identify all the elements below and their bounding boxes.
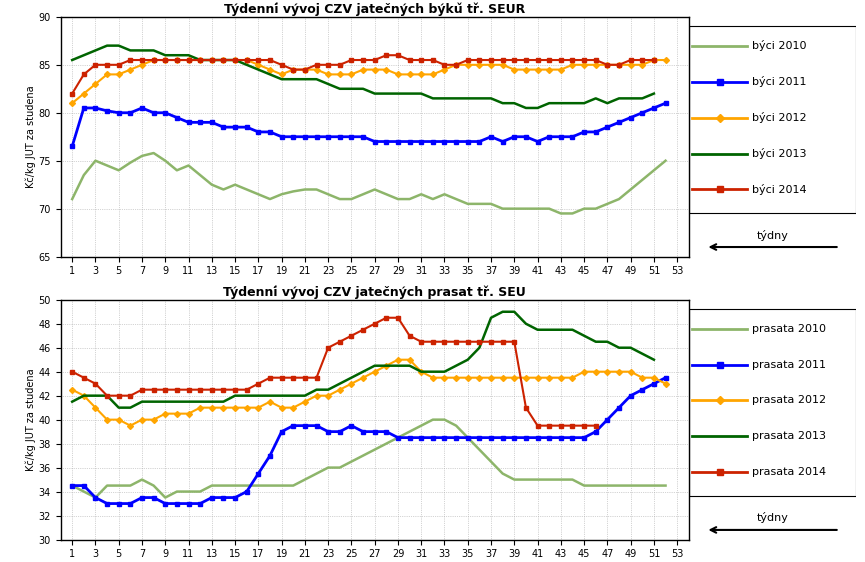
Text: býci 2014: býci 2014: [753, 184, 807, 195]
Text: prasata 2012: prasata 2012: [753, 396, 827, 405]
Text: prasata 2011: prasata 2011: [753, 360, 826, 369]
Text: prasata 2014: prasata 2014: [753, 468, 827, 477]
Text: býci 2010: býci 2010: [753, 40, 807, 51]
Text: býci 2012: býci 2012: [753, 112, 807, 123]
Text: prasata 2010: prasata 2010: [753, 324, 826, 333]
Title: Týdenní vývoj CZV jatečných býkǔ tř. SEUR: Týdenní vývoj CZV jatečných býkǔ tř. …: [224, 2, 525, 16]
Text: býci 2011: býci 2011: [753, 76, 807, 87]
Text: týdny: týdny: [757, 229, 789, 241]
Text: prasata 2013: prasata 2013: [753, 432, 826, 441]
Title: Týdenní vývoj CZV jatečných prasat tř. SEU: Týdenní vývoj CZV jatečných prasat tř.…: [223, 285, 526, 298]
Y-axis label: Kč/kg JUT za studena: Kč/kg JUT za studena: [25, 85, 35, 188]
Text: býci 2013: býci 2013: [753, 148, 807, 159]
Y-axis label: Kč/kg JUT za studena: Kč/kg JUT za studena: [25, 368, 35, 471]
Text: týdny: týdny: [757, 513, 789, 523]
